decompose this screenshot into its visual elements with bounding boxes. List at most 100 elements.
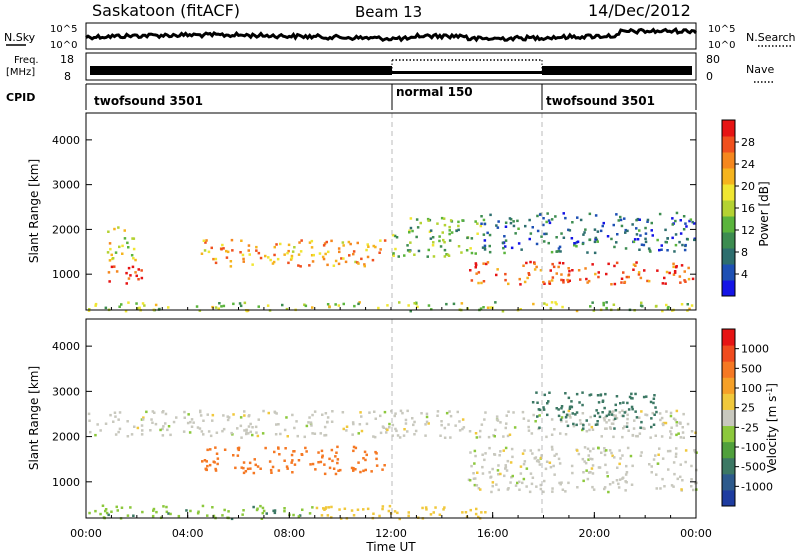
power-point-4 [504,279,507,282]
velocity-point-1 [671,484,674,487]
freq-band-3 [542,66,692,75]
power-point-5 [505,226,508,229]
velocity-point-3 [155,511,158,514]
power-point-6 [681,303,684,306]
power-point-6 [328,305,331,308]
velocity-point-0 [551,418,554,421]
velocity-point-3 [223,509,226,512]
power-point-4 [679,281,682,284]
velocity-point-4 [408,511,411,514]
power-point-3 [407,249,410,252]
velocity-point-0 [380,432,383,435]
velocity-point-0 [522,411,525,414]
power-point-4 [635,261,638,264]
power-point-2 [349,243,352,246]
velocity-point-0 [359,411,362,414]
velocity-point-0 [621,410,624,413]
power-point-5 [489,234,492,237]
velocity-point-0 [582,412,585,415]
velocity-point-5 [608,413,611,416]
velocity-point-0 [462,418,465,421]
velocity-point-0 [494,435,497,438]
power-point-1 [124,229,127,232]
velocity-point-2 [243,461,246,464]
power-point-2 [260,257,263,260]
velocity-point-1 [506,469,509,472]
velocity-point-0 [406,410,409,413]
velocity-point-0 [591,426,594,429]
velocity-point-2 [291,471,294,474]
velocity-point-5 [624,411,627,414]
velocity-point-5 [565,416,568,419]
power-point-4 [475,262,478,265]
power-point-2 [251,263,254,266]
velocity-point-0 [665,422,668,425]
velocity-point-2 [362,470,365,473]
velocity-point-0 [255,426,258,429]
velocity-point-0 [449,436,452,439]
velocity-point-5 [650,417,653,420]
power-point-5 [489,214,492,217]
power-point-4 [568,270,571,273]
power-point-2 [360,258,363,261]
velocity-point-3 [283,507,286,510]
velocity-point-0 [345,429,348,432]
power-point-5 [536,243,539,246]
velocity-point-0 [565,433,568,436]
velocity-point-2 [321,455,324,458]
velocity-point-3 [165,506,168,509]
power-point-4 [607,263,610,266]
power-point-2 [273,254,276,257]
power-point-3 [427,255,430,258]
velocity-point-0 [621,436,624,439]
power-point-2 [203,240,206,243]
power-point-2 [345,261,348,264]
power-point-5 [530,232,533,235]
velocity-point-5 [653,424,656,427]
velocity-point-4 [430,513,433,516]
velocity-point-1 [483,459,486,462]
power-point-6 [543,302,546,305]
velocity-point-5 [548,392,551,395]
velocity-point-5 [653,414,656,417]
velocity-point-3 [202,505,205,508]
velocity-point-0 [268,412,271,415]
velocity-point-0 [626,418,629,421]
velocity-point-0 [358,432,361,435]
power-point-5 [634,238,637,241]
velocity-colorbar-tick-label-3: 25 [741,402,755,415]
velocity-colorbar-tick-label-2: 100 [741,382,762,395]
velocity-point-0 [601,435,604,438]
power-point-6 [494,301,497,304]
power-point-5 [613,246,616,249]
velocity-point-2 [241,466,244,469]
velocity-point-1 [576,449,579,452]
velocity-point-3 [274,512,277,514]
velocity-point-1 [589,471,592,474]
velocity-point-1 [550,466,553,469]
power-point-5 [684,249,687,252]
power-point-5 [649,249,652,252]
velocity-point-3 [117,509,120,512]
power-colorbar-swatch-6 [722,184,735,201]
velocity-point-5 [602,401,605,404]
power-point-2 [348,254,351,257]
velocity-point-1 [488,447,491,450]
velocity-point-3 [259,505,262,508]
velocity-point-0 [114,412,117,415]
velocity-point-1 [618,449,621,452]
velocity-point-2 [298,459,301,462]
velocity-point-0 [426,421,429,424]
velocity-point-2 [272,466,275,469]
velocity-point-3 [153,508,156,511]
velocity-point-1 [474,477,477,480]
velocity-point-0 [622,427,625,430]
velocity-point-1 [651,471,654,474]
velocity-point-0 [527,420,530,423]
velocity-point-0 [640,410,643,413]
power-point-3 [451,231,454,234]
velocity-point-0 [141,429,144,432]
power-point-4 [568,273,571,276]
power-point-5 [551,218,554,221]
power-point-4 [475,272,478,275]
